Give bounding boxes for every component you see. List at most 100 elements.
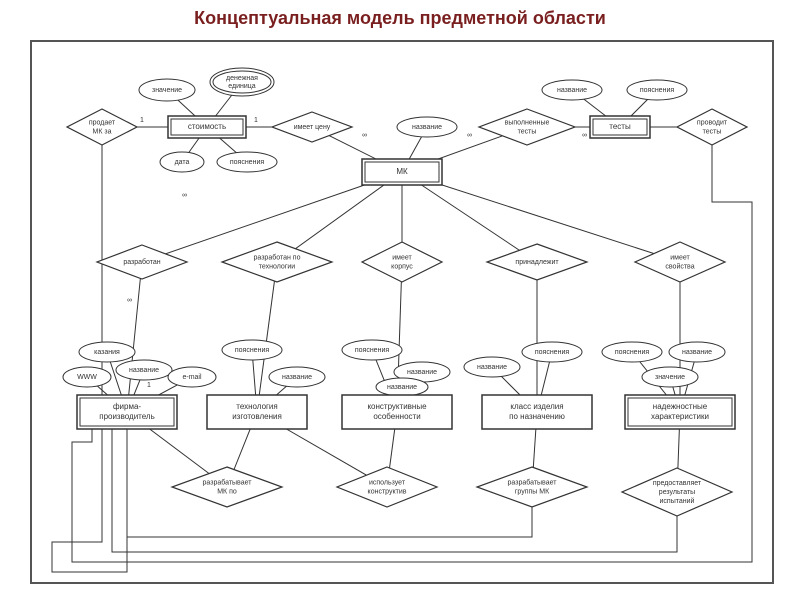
svg-text:фирма-: фирма-	[113, 402, 141, 411]
svg-text:значение: значение	[655, 374, 685, 381]
svg-text:продает: продает	[89, 119, 116, 126]
attribute-poyasnenie_konstr: пояснения	[342, 340, 402, 360]
svg-text:результаты: результаты	[659, 489, 695, 496]
entity-firma: фирма-производитель	[77, 395, 177, 429]
attribute-nazvanie_tekh: название	[269, 367, 325, 387]
svg-text:пояснения: пояснения	[230, 159, 265, 166]
attribute-nazvanie_nadezh: название	[669, 342, 725, 362]
svg-text:казания: казания	[94, 349, 120, 356]
svg-text:изготовления: изготовления	[232, 412, 282, 421]
svg-text:значение: значение	[152, 87, 182, 94]
er-diagram: значение денежнаяединица дата пояснения назв…	[32, 42, 772, 582]
svg-text:пояснения: пояснения	[235, 347, 270, 354]
relationship-razrab_gruppy: разрабатывает группы МК	[477, 467, 587, 507]
svg-text:название: название	[282, 374, 312, 381]
cardinality: ∞	[182, 192, 187, 199]
svg-text:предоставляет: предоставляет	[653, 480, 702, 487]
attribute-nazvanie_mk: название	[397, 117, 457, 137]
cardinality: 1	[254, 117, 258, 124]
relationship-prodaet: продает МК за	[67, 109, 137, 145]
cardinality: 1	[147, 382, 151, 389]
attribute-nazvanie_test: название	[542, 80, 602, 100]
svg-text:имеет цену: имеет цену	[294, 124, 331, 131]
attribute-nazvanie_klass: название	[464, 357, 520, 377]
entity-mk: МК	[362, 159, 442, 185]
relationship-imeet_cenu: имеет цену	[272, 112, 352, 142]
attribute-email: e-mail	[168, 367, 216, 387]
svg-text:группы МК: группы МК	[515, 488, 550, 495]
attribute-kazaniya: казания	[79, 342, 135, 362]
cardinality: ∞	[582, 132, 587, 139]
attribute-www: WWW	[63, 367, 111, 387]
svg-text:пояснения: пояснения	[615, 349, 650, 356]
svg-text:разработан по: разработан по	[254, 253, 301, 261]
svg-text:МК по: МК по	[217, 488, 237, 495]
svg-text:использует: использует	[369, 479, 406, 486]
svg-text:название: название	[387, 384, 417, 391]
svg-text:WWW: WWW	[77, 374, 97, 381]
svg-text:название: название	[682, 349, 712, 356]
svg-text:МК за: МК за	[93, 128, 112, 135]
svg-text:проводит: проводит	[697, 119, 728, 126]
svg-text:название: название	[557, 87, 587, 94]
relationship-razrab_tekh: разработан потехнологии	[222, 242, 332, 282]
cardinality: ∞	[362, 132, 367, 139]
attribute-denezh_ed: денежнаяединица	[210, 68, 274, 96]
entity-klass: класс изделияпо назначению	[482, 395, 592, 429]
svg-text:конструктив: конструктив	[368, 488, 407, 495]
svg-text:разрабатывает: разрабатывает	[508, 478, 558, 486]
relationship-razrabotan: разработан	[97, 245, 187, 279]
cardinality: 1	[140, 117, 144, 124]
svg-text:дата: дата	[175, 159, 190, 166]
svg-text:e-mail: e-mail	[182, 374, 202, 381]
attribute-data: дата	[160, 152, 204, 172]
svg-text:тесты: тесты	[609, 122, 631, 131]
attribute-znachenie1: значение	[139, 79, 195, 101]
svg-text:по назначению: по назначению	[509, 412, 565, 421]
svg-text:технология: технология	[236, 402, 277, 411]
svg-text:денежная: денежная	[226, 75, 258, 82]
relationship-razrab_mk_po: разрабатывает МК по	[172, 467, 282, 507]
svg-text:название: название	[407, 369, 437, 376]
attribute-poyasnenie_tekh: пояснения	[222, 340, 282, 360]
svg-text:тесты: тесты	[518, 128, 537, 135]
svg-text:корпус: корпус	[391, 263, 413, 270]
attribute-poyasnenie_klass: пояснения	[522, 342, 582, 362]
relationship-prinadlezhit: принадлежит	[487, 244, 587, 280]
entity-testy: тесты	[590, 116, 650, 138]
svg-text:класс изделия: класс изделия	[510, 402, 563, 411]
svg-text:тесты: тесты	[703, 128, 722, 135]
svg-text:выполненные: выполненные	[505, 119, 550, 126]
svg-text:особенности: особенности	[373, 412, 420, 421]
entity-konstruktiv: конструктивныеособенности	[342, 395, 452, 429]
svg-text:стоимость: стоимость	[188, 122, 226, 131]
svg-text:испытаний: испытаний	[660, 497, 695, 505]
attribute-nazvanie_firma: название	[116, 360, 172, 380]
attribute-nazvanie_konstr2: название	[376, 378, 428, 396]
diagram-frame: значение денежнаяединица дата пояснения назв…	[30, 40, 774, 584]
svg-text:характеристики: характеристики	[651, 412, 709, 421]
svg-text:единица: единица	[228, 83, 256, 90]
svg-text:имеет: имеет	[392, 254, 412, 261]
relationship-ispolzuet_konstr: использует конструктив	[337, 467, 437, 507]
svg-text:имеет: имеет	[670, 254, 690, 261]
entity-stoimost: стоимость	[168, 116, 246, 138]
svg-text:разрабатывает: разрабатывает	[203, 478, 253, 486]
cardinality: ∞	[127, 297, 132, 304]
page-title: Концептуальная модель предметной области	[0, 8, 800, 29]
svg-text:название: название	[412, 124, 442, 131]
svg-text:конструктивные: конструктивные	[367, 402, 427, 411]
relationship-provodit: проводит тесты	[677, 109, 747, 145]
attribute-poyasnenie_test: пояснения	[627, 80, 687, 100]
svg-text:название: название	[129, 367, 159, 374]
attribute-znachenie_nadezh: значение	[642, 367, 698, 387]
svg-text:МК: МК	[396, 167, 408, 176]
svg-text:производитель: производитель	[99, 412, 155, 421]
attribute-poyasnenie_nadezh: пояснения	[602, 342, 662, 362]
entity-nadezh: надежностныехарактеристики	[625, 395, 735, 429]
svg-text:пояснения: пояснения	[355, 347, 390, 354]
relationship-imeet_korpus: имеет корпус	[362, 242, 442, 282]
svg-text:пояснения: пояснения	[640, 87, 675, 94]
svg-text:название: название	[477, 364, 507, 371]
svg-text:пояснения: пояснения	[535, 349, 570, 356]
